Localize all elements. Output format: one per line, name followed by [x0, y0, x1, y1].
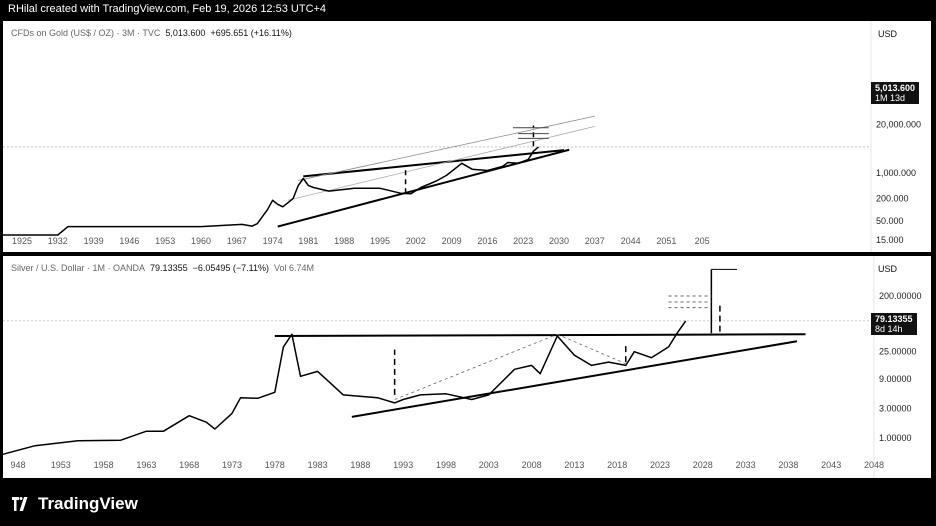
x-tick-label: 948	[10, 460, 25, 470]
x-tick-label: 1973	[222, 460, 242, 470]
gold-chart-panel[interactable]: 20,000.000 1,000.000 200.000 50.000 15.000 19…	[3, 21, 931, 252]
silver-chart-svg[interactable]: 200.00000 25.00000 9.00000 3.00000 1.00000 94…	[3, 256, 931, 478]
x-tick-label: 1968	[179, 460, 199, 470]
x-tick-label: 1958	[94, 460, 114, 470]
price-series-line	[3, 320, 687, 456]
x-tick-label: 1946	[119, 236, 139, 246]
tradingview-footer: TradingView	[10, 494, 138, 514]
silver-price-tag-countdown: 8d 14h	[875, 324, 903, 334]
gold-last-price: 5,013.600	[165, 28, 206, 38]
x-tick-label: 1967	[227, 236, 247, 246]
dashed-projection-2	[557, 333, 626, 365]
gold-price-tag-value: 5,013.600	[875, 83, 916, 93]
resistance-horizontal-trendline	[274, 333, 806, 337]
attribution-header: RHilal created with TradingView.com, Feb…	[8, 3, 327, 15]
x-tick-label: 2023	[650, 460, 670, 470]
x-tick-label: 1939	[84, 236, 104, 246]
x-tick-label: 2009	[442, 236, 462, 246]
x-tick-label: 1988	[350, 460, 370, 470]
y-tick-label: 20,000.000	[876, 120, 921, 130]
x-tick-label: 1974	[263, 236, 283, 246]
upper-channel-line	[298, 115, 595, 181]
x-tick-label: 2028	[693, 460, 713, 470]
x-tick-label: 2023	[513, 236, 533, 246]
mid-channel-line	[287, 125, 595, 201]
gold-symbol-name: CFDs on Gold (US$ / OZ) · 3M · TVC	[11, 28, 161, 38]
support-trendline	[351, 340, 798, 418]
gold-currency-label: USD	[877, 29, 897, 39]
x-tick-label: 2044	[621, 236, 641, 246]
x-tick-label: 1953	[155, 236, 175, 246]
x-tick-label: 2003	[479, 460, 499, 470]
x-tick-label: 2016	[477, 236, 497, 246]
x-tick-label: 1953	[51, 460, 71, 470]
y-tick-label: 200.000	[876, 194, 909, 204]
silver-price-tag-value: 79.13355	[875, 314, 913, 324]
x-tick-label: 1995	[370, 236, 390, 246]
x-tick-label: 2018	[607, 460, 627, 470]
gold-legend: CFDs on Gold (US$ / OZ) · 3M · TVC 5,013…	[11, 28, 292, 38]
price-series-line	[3, 146, 539, 236]
x-tick-label: 2051	[656, 236, 676, 246]
y-tick-label: 3.00000	[879, 404, 912, 414]
x-tick-label: 2037	[585, 236, 605, 246]
x-tick-label: 1963	[136, 460, 156, 470]
gold-price-tag-countdown: 1M 13d	[875, 93, 906, 103]
gold-change: +695.651 (+16.11%)	[210, 28, 292, 38]
y-tick-label: 1,000.000	[876, 168, 916, 178]
gold-chart-svg[interactable]: 20,000.000 1,000.000 200.000 50.000 15.000 19…	[3, 21, 931, 252]
silver-legend: Silver / U.S. Dollar · 1M · OANDA 79.133…	[11, 263, 314, 273]
x-tick-label: 205	[695, 236, 710, 246]
y-tick-label: 1.00000	[879, 433, 912, 443]
x-tick-label: 1978	[265, 460, 285, 470]
x-tick-label: 1983	[308, 460, 328, 470]
silver-chart-panel[interactable]: 200.00000 25.00000 9.00000 3.00000 1.00000 94…	[3, 256, 931, 478]
tradingview-logo-icon	[12, 497, 28, 511]
x-tick-label: 2038	[778, 460, 798, 470]
x-tick-label: 2030	[549, 236, 569, 246]
silver-currency-label: USD	[877, 264, 897, 274]
x-tick-label: 1925	[12, 236, 32, 246]
dashed-projection-1	[394, 333, 558, 400]
x-tick-label: 1993	[393, 460, 413, 470]
x-tick-label: 2033	[736, 460, 756, 470]
x-tick-label: 1981	[298, 236, 318, 246]
resistance-trendline	[303, 149, 565, 178]
silver-change: −6.05495 (−7.11%)	[192, 263, 269, 273]
y-tick-label: 9.00000	[879, 374, 912, 384]
silver-last-price: 79.13355	[150, 263, 188, 273]
x-tick-label: 1932	[48, 236, 68, 246]
gold-price-tag: 5,013.600 1M 13d	[871, 82, 920, 104]
y-tick-label: 25.00000	[879, 347, 917, 357]
x-tick-label: 1998	[436, 460, 456, 470]
silver-volume: Vol 6.74M	[274, 263, 315, 273]
x-tick-label: 1988	[334, 236, 354, 246]
x-tick-label: 2013	[564, 460, 584, 470]
x-tick-label: 2002	[406, 236, 426, 246]
silver-symbol-name: Silver / U.S. Dollar · 1M · OANDA	[11, 263, 146, 273]
silver-price-tag: 79.13355 8d 14h	[871, 313, 917, 335]
x-tick-label: 2043	[821, 460, 841, 470]
x-tick-label: 1960	[191, 236, 211, 246]
y-tick-label: 200.00000	[879, 291, 922, 301]
y-tick-label: 15.000	[876, 235, 904, 245]
tradingview-brand: TradingView	[38, 494, 138, 513]
y-tick-label: 50.000	[876, 216, 904, 226]
x-tick-label: 2008	[522, 460, 542, 470]
